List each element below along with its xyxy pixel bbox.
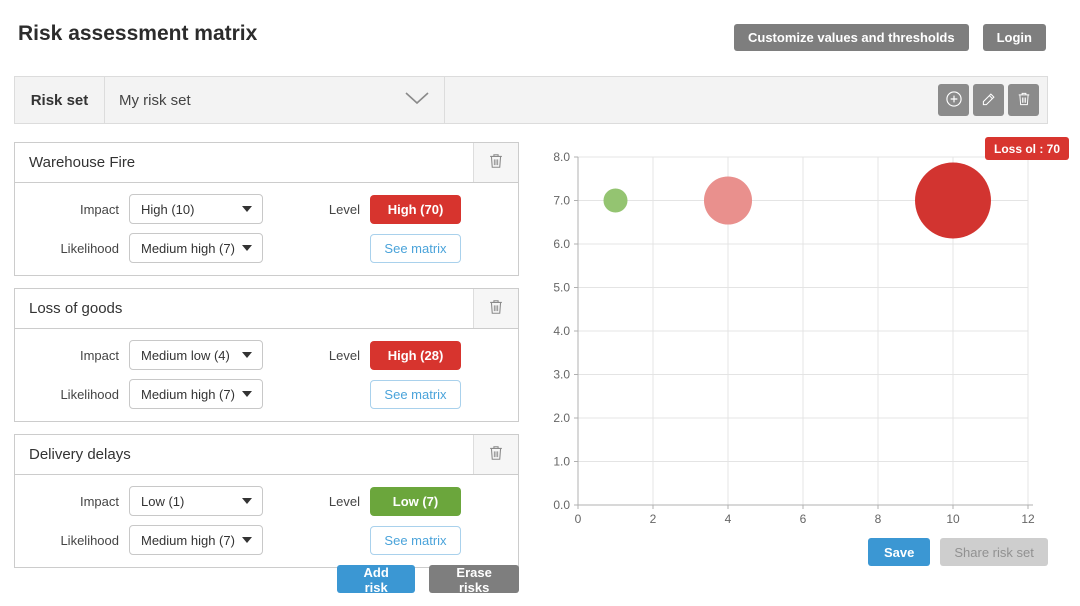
impact-select[interactable]: Medium low (4) xyxy=(129,340,263,370)
x-tick-label: 2 xyxy=(650,512,657,526)
level-label: Level xyxy=(328,347,360,363)
y-tick-label: 8.0 xyxy=(553,150,570,164)
risk-name: Warehouse Fire xyxy=(29,154,136,171)
impact-selected-value: High (10) xyxy=(141,201,195,217)
add-risk-set-button[interactable] xyxy=(938,84,969,116)
likelihood-label: Likelihood xyxy=(60,532,119,548)
y-tick-label: 2.0 xyxy=(553,411,570,425)
share-risk-set-button[interactable]: Share risk set xyxy=(940,538,1048,566)
risk-set-bar: Risk set My risk set xyxy=(14,76,1048,124)
caret-down-icon xyxy=(242,498,252,504)
customize-values-button[interactable]: Customize values and thresholds xyxy=(734,24,969,51)
impact-label: Impact xyxy=(79,347,119,363)
risk-bubble[interactable] xyxy=(703,176,753,225)
risk-card-header: Warehouse Fire xyxy=(15,143,518,183)
level-label: Level xyxy=(328,493,360,509)
x-tick-label: 6 xyxy=(800,512,807,526)
plus-circle-icon xyxy=(944,89,964,112)
x-tick-label: 8 xyxy=(875,512,882,526)
risk-card-body: Impact Low (1) Level Low (7) Likelihood … xyxy=(15,475,518,567)
delete-risk-button[interactable] xyxy=(473,143,518,182)
see-matrix-button[interactable]: See matrix xyxy=(370,525,461,555)
risk-set-actions xyxy=(938,77,1039,123)
risk-list-actions: Add risk Erase risks xyxy=(337,565,519,595)
risk-card-header: Delivery delays xyxy=(15,435,518,475)
risk-set-label: Risk set xyxy=(15,77,105,123)
y-tick-label: 7.0 xyxy=(553,194,570,208)
likelihood-select[interactable]: Medium high (7) xyxy=(129,525,263,555)
erase-risks-button[interactable]: Erase risks xyxy=(429,565,519,595)
caret-down-icon xyxy=(242,391,252,397)
chart-tooltip: Loss ol : 70 xyxy=(985,137,1070,160)
impact-select[interactable]: High (10) xyxy=(129,194,263,224)
delete-risk-set-button[interactable] xyxy=(1008,84,1039,116)
risk-set-select[interactable]: My risk set xyxy=(105,77,445,123)
see-matrix-button[interactable]: See matrix xyxy=(370,379,461,409)
risk-card: Delivery delays Impact Low (1) Level Low… xyxy=(14,434,519,568)
trash-icon xyxy=(486,151,506,174)
risk-name: Loss of goods xyxy=(29,300,123,317)
likelihood-select[interactable]: Medium high (7) xyxy=(129,233,263,263)
caret-down-icon xyxy=(242,352,252,358)
likelihood-select[interactable]: Medium high (7) xyxy=(129,379,263,409)
risk-card-body: Impact Medium low (4) Level High (28) Li… xyxy=(15,329,518,421)
save-button[interactable]: Save xyxy=(868,538,931,566)
risk-card: Loss of goods Impact Medium low (4) Leve… xyxy=(14,288,519,422)
y-tick-label: 0.0 xyxy=(553,498,570,512)
risk-name: Delivery delays xyxy=(29,446,131,463)
header-buttons: Customize values and thresholds Login xyxy=(734,24,1046,51)
trash-icon xyxy=(486,297,506,320)
impact-label: Impact xyxy=(79,493,119,509)
impact-select[interactable]: Low (1) xyxy=(129,486,263,516)
x-tick-label: 10 xyxy=(946,512,960,526)
y-tick-label: 6.0 xyxy=(553,237,570,251)
risk-card: Warehouse Fire Impact High (10) Level Hi… xyxy=(14,142,519,276)
chart-actions: Save Share risk set xyxy=(868,538,1048,566)
x-tick-label: 12 xyxy=(1021,512,1035,526)
caret-down-icon xyxy=(242,537,252,543)
likelihood-label: Likelihood xyxy=(60,240,119,256)
impact-selected-value: Medium low (4) xyxy=(141,347,230,363)
x-tick-label: 0 xyxy=(575,512,582,526)
caret-down-icon xyxy=(242,206,252,212)
level-label: Level xyxy=(328,201,360,217)
page-title: Risk assessment matrix xyxy=(18,22,258,45)
pencil-icon xyxy=(980,90,998,111)
risk-bubble[interactable] xyxy=(915,162,991,239)
see-matrix-button[interactable]: See matrix xyxy=(370,233,461,263)
likelihood-selected-value: Medium high (7) xyxy=(141,386,235,402)
caret-down-icon xyxy=(242,245,252,251)
risk-bubble-chart: 0.0 1.0 2.0 3.0 4.0 5.0 6.0 7.0 8.0 0 2 4 6 8 10 12 xyxy=(545,130,1048,530)
y-tick-label: 4.0 xyxy=(553,324,570,338)
trash-icon xyxy=(1015,90,1033,111)
risk-bubble[interactable] xyxy=(603,188,628,213)
trash-icon xyxy=(486,443,506,466)
level-badge: High (70) xyxy=(370,194,461,224)
risk-card-body: Impact High (10) Level High (70) Likelih… xyxy=(15,183,518,275)
y-tick-label: 5.0 xyxy=(553,281,570,295)
y-tick-label: 3.0 xyxy=(553,368,570,382)
edit-risk-set-button[interactable] xyxy=(973,84,1004,116)
y-tick-label: 1.0 xyxy=(553,455,570,469)
likelihood-label: Likelihood xyxy=(60,386,119,402)
impact-label: Impact xyxy=(79,201,119,217)
level-badge: High (28) xyxy=(370,340,461,370)
login-button[interactable]: Login xyxy=(982,24,1046,51)
delete-risk-button[interactable] xyxy=(473,289,518,328)
add-risk-button[interactable]: Add risk xyxy=(337,565,416,595)
chevron-down-icon xyxy=(404,91,430,110)
likelihood-selected-value: Medium high (7) xyxy=(141,240,235,256)
risk-set-selected-value: My risk set xyxy=(119,91,191,109)
delete-risk-button[interactable] xyxy=(473,435,518,474)
impact-selected-value: Low (1) xyxy=(141,493,185,509)
likelihood-selected-value: Medium high (7) xyxy=(141,532,235,548)
level-badge: Low (7) xyxy=(370,486,461,516)
risk-list: Warehouse Fire Impact High (10) Level Hi… xyxy=(14,142,519,606)
x-tick-label: 4 xyxy=(725,512,732,526)
risk-card-header: Loss of goods xyxy=(15,289,518,329)
